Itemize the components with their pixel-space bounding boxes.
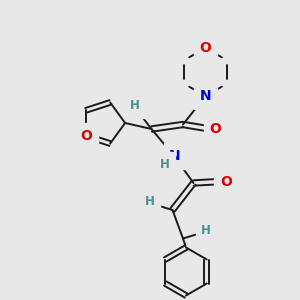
Text: N: N	[169, 149, 181, 163]
Text: O: O	[209, 122, 221, 136]
Text: O: O	[80, 129, 92, 143]
Text: H: H	[145, 195, 154, 208]
Text: N: N	[200, 89, 211, 103]
Text: O: O	[200, 41, 211, 55]
Text: H: H	[201, 224, 211, 237]
Text: H: H	[130, 99, 140, 112]
Text: O: O	[220, 175, 232, 188]
Text: H: H	[160, 158, 170, 171]
